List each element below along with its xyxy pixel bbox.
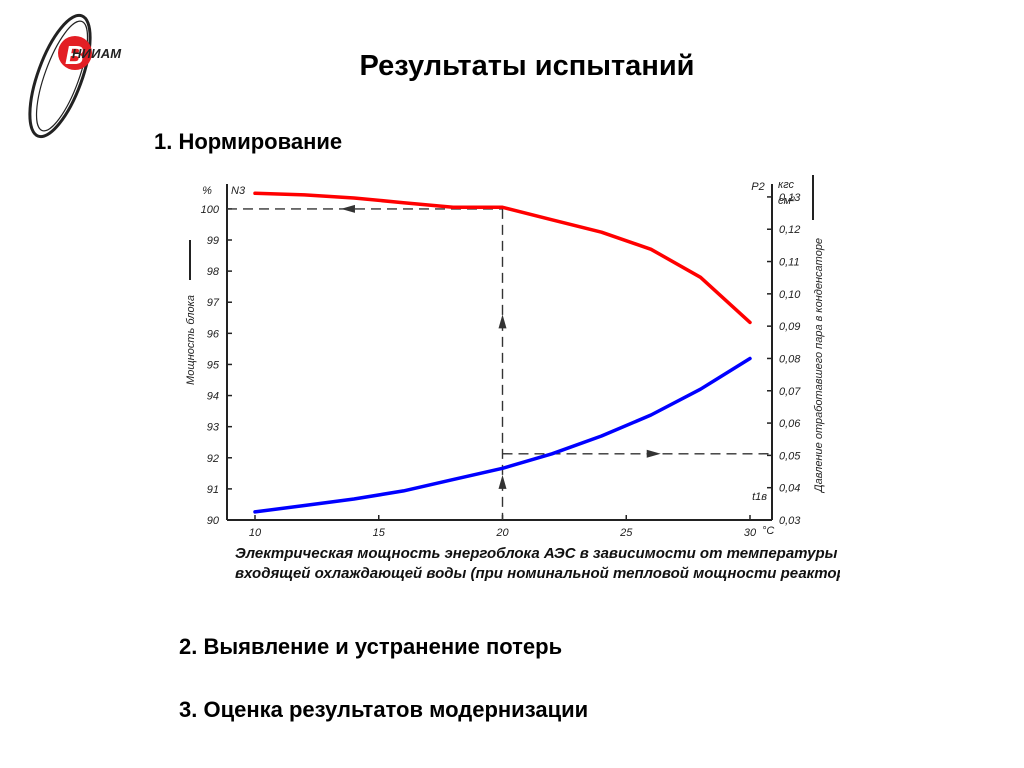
y-left-tick-label: 98 <box>207 266 220 278</box>
series-line-2 <box>253 356 752 514</box>
x-axis-label: t1в <box>752 491 767 503</box>
y-left-tick-label: 97 <box>207 297 220 309</box>
y-left-tick-label: 90 <box>207 515 220 527</box>
y-right-tick-label: 0,13 <box>779 192 801 204</box>
y-left-tick-label: 91 <box>207 484 219 496</box>
y-left-label-symbol: N3 <box>231 185 246 197</box>
y-right-unit-num: кгс <box>778 179 794 191</box>
y-left-tick-label: 100 <box>201 204 220 216</box>
y-right-tick-label: 0,09 <box>779 321 800 333</box>
y-left-tick-label: 94 <box>207 391 219 403</box>
series-line-1 <box>253 191 752 325</box>
chart-svg: 90 91 92 93 94 95 96 97 98 99 100 0,03 0,04 0,05 0,06 0… <box>185 175 840 582</box>
section-1-heading: 1. Нормирование <box>154 129 343 154</box>
logo-ring <box>28 13 92 139</box>
y-right-tick-label: 0,03 <box>779 515 801 527</box>
arrow-left <box>340 204 355 213</box>
x-axis-unit: °C <box>762 525 774 537</box>
logo-red-circle <box>58 36 92 70</box>
x-tick-label: 10 <box>249 527 262 539</box>
y-left-tick-label: 93 <box>207 422 220 434</box>
x-tick-label: 25 <box>619 527 633 539</box>
logo: В <box>28 13 92 139</box>
y-left-symbol: % <box>202 185 212 197</box>
chart-caption-line-1: Электрическая мощность энергоблока АЭС в… <box>235 545 838 562</box>
y-left-tick-label: 99 <box>207 235 219 247</box>
y-left-tick-label: 95 <box>207 359 220 371</box>
section-3-heading: 3. Оценка результатов модернизации <box>179 697 589 722</box>
y-right-tick-label: 0,11 <box>779 257 800 269</box>
y-right-tick-label: 0,08 <box>779 353 801 365</box>
y-right-tick-label: 0,06 <box>779 418 801 430</box>
y-right-tick-label: 0,05 <box>779 450 801 462</box>
page-title: Результаты испытаний <box>359 50 695 82</box>
y-right-tick-label: 0,10 <box>779 289 801 301</box>
y-right-tick-label: 0,12 <box>779 224 800 236</box>
y-left-tick-label: 92 <box>207 453 219 465</box>
y-right-symbol: P2 <box>751 181 764 193</box>
x-tick-label: 30 <box>744 527 757 539</box>
section-2-heading: 2. Выявление и устранение потерь <box>179 634 563 659</box>
logo-letter: В <box>65 40 84 70</box>
arrow-right <box>646 449 661 458</box>
y-right-unit-den: см² <box>778 195 795 207</box>
arrow-up-lower <box>498 474 507 489</box>
y-right-label: Давление отработавшего пара в конденсато… <box>813 238 825 494</box>
y-left-tick-label: 96 <box>207 328 220 340</box>
logo-text: НИИАМ <box>72 46 122 61</box>
y-right-tick-label: 0,07 <box>779 386 801 398</box>
chart-caption-line-2: входящей охлаждающей воды (при номинальн… <box>235 565 840 582</box>
y-left-label: Мощность блока <box>185 295 197 385</box>
x-tick-label: 20 <box>495 527 509 539</box>
y-right-tick-label: 0,04 <box>779 483 800 495</box>
logo-ring-inner <box>35 20 89 132</box>
x-tick-label: 15 <box>373 527 386 539</box>
arrow-up-upper <box>498 314 507 329</box>
chart: 90 91 92 93 94 95 96 97 98 99 100 0,03 0,04 0,05 0,06 0… <box>180 170 840 590</box>
